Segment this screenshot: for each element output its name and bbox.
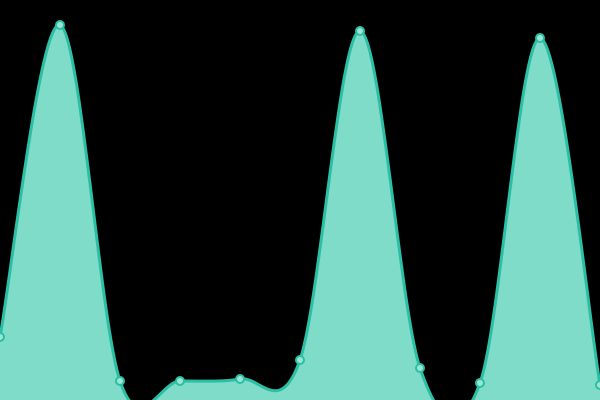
data-point-markers <box>0 20 600 390</box>
area-fill-path <box>0 24 600 400</box>
data-point-marker <box>535 33 545 43</box>
data-point-marker <box>475 378 485 388</box>
area-line-path <box>0 23 600 400</box>
data-point-marker <box>355 26 365 36</box>
data-point-marker <box>415 363 425 373</box>
data-point-marker <box>295 355 305 365</box>
data-point-marker <box>115 376 125 386</box>
data-point-marker <box>595 380 600 390</box>
data-point-marker <box>235 374 245 384</box>
data-point-marker <box>55 20 65 30</box>
data-point-marker <box>175 376 185 386</box>
data-point-marker <box>0 332 5 342</box>
